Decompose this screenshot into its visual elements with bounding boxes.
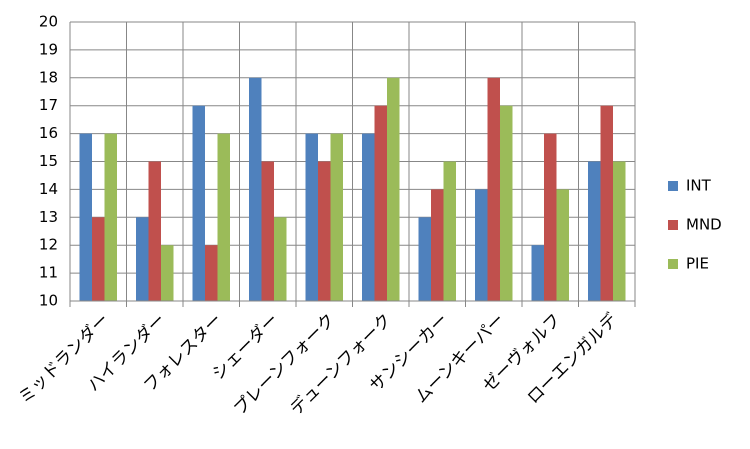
bar	[305, 133, 318, 301]
y-tick-label: 19	[39, 40, 58, 58]
bar	[161, 245, 174, 301]
y-tick-label: 17	[39, 96, 58, 114]
bar	[330, 133, 343, 301]
bar	[249, 77, 262, 301]
bar	[500, 105, 513, 301]
x-tick-label: デューンフォーク	[286, 309, 396, 419]
bar	[588, 161, 601, 301]
bar	[613, 161, 626, 301]
y-tick-label: 15	[39, 152, 58, 170]
y-tick-label: 20	[39, 13, 58, 31]
legend-swatch	[668, 220, 678, 230]
y-tick-label: 14	[39, 180, 58, 198]
y-tick-label: 12	[39, 236, 58, 254]
bar	[431, 189, 444, 301]
bar	[261, 161, 274, 301]
bar	[544, 133, 557, 301]
bar	[374, 105, 387, 301]
bar	[556, 189, 569, 301]
bar	[205, 245, 218, 301]
bar	[318, 161, 331, 301]
bar	[217, 133, 230, 301]
y-tick-label: 13	[39, 208, 58, 226]
legend-label: MND	[686, 216, 722, 234]
bar	[136, 217, 149, 301]
y-tick-label: 18	[39, 68, 58, 86]
bar	[148, 161, 161, 301]
y-tick-label: 10	[39, 292, 58, 310]
bar	[418, 217, 431, 301]
bar	[387, 77, 400, 301]
bar	[192, 105, 205, 301]
bar	[274, 217, 287, 301]
legend-swatch	[668, 259, 678, 269]
bar	[531, 245, 544, 301]
legend-label: INT	[686, 177, 712, 195]
bar	[475, 189, 488, 301]
y-tick-label: 16	[39, 124, 58, 142]
bar	[443, 161, 456, 301]
bar	[600, 105, 613, 301]
bar	[104, 133, 117, 301]
bar	[79, 133, 92, 301]
y-tick-label: 11	[39, 264, 58, 282]
legend-swatch	[668, 181, 678, 191]
bar	[487, 77, 500, 301]
bar	[362, 133, 375, 301]
x-tick-label: プレーンフォーク	[230, 310, 339, 419]
bar	[92, 217, 105, 301]
legend-label: PIE	[686, 255, 709, 273]
